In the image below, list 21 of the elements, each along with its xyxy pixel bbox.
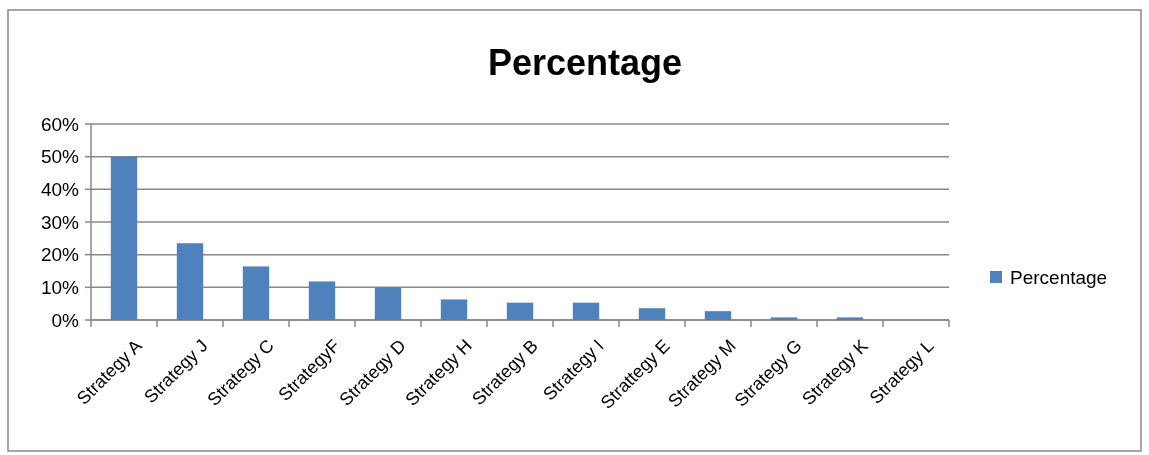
bar bbox=[704, 311, 732, 320]
bar bbox=[374, 287, 402, 320]
bar bbox=[572, 302, 600, 320]
y-tick-label: 0% bbox=[51, 309, 80, 331]
bar bbox=[308, 281, 336, 320]
y-tick-label: 20% bbox=[40, 244, 80, 266]
bar bbox=[506, 302, 534, 320]
bar bbox=[836, 317, 864, 320]
y-tick-label: 10% bbox=[40, 276, 80, 298]
bar bbox=[242, 266, 270, 320]
y-tick-label: 30% bbox=[40, 211, 80, 233]
legend-label: Percentage bbox=[1010, 266, 1108, 288]
bar bbox=[440, 299, 468, 320]
bar bbox=[638, 308, 666, 320]
bar bbox=[110, 156, 138, 320]
y-tick-label: 40% bbox=[40, 178, 80, 200]
y-tick-label: 60% bbox=[40, 113, 80, 135]
y-tick-label: 50% bbox=[40, 146, 80, 168]
chart-title: Percentage bbox=[487, 42, 683, 83]
bar bbox=[770, 317, 798, 320]
bar bbox=[176, 243, 204, 320]
